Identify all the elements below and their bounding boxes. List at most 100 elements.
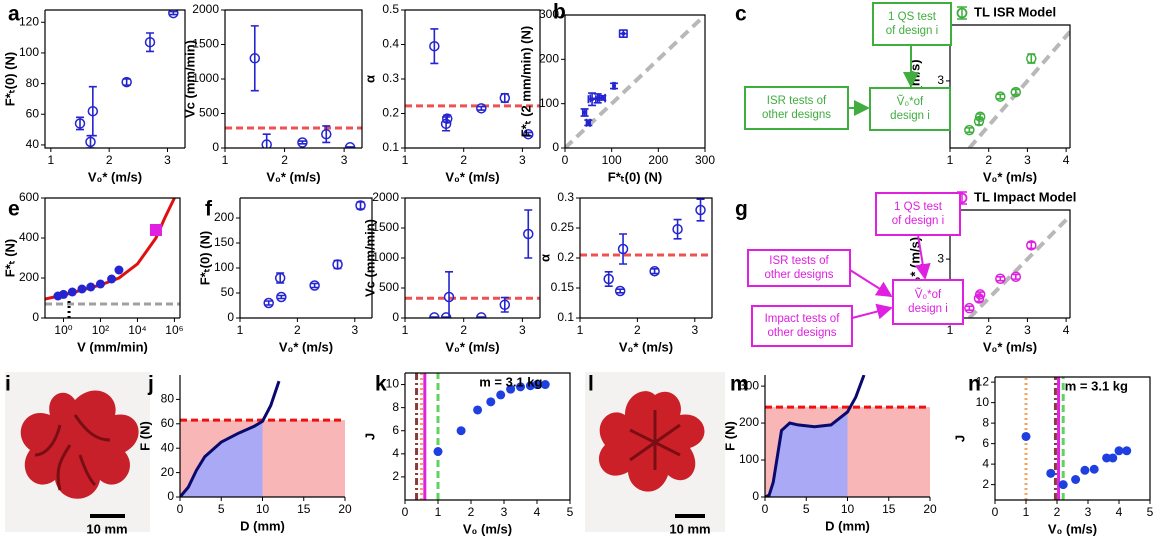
diagram-arrow	[849, 269, 893, 298]
axis-line	[405, 372, 571, 500]
data-point	[107, 274, 117, 284]
data-point	[964, 124, 975, 136]
y-tick-label: 500	[379, 280, 399, 294]
y-tick-label: 0.2	[557, 250, 574, 264]
diagram-box	[892, 279, 964, 325]
x-tick-label: 10⁶	[165, 323, 183, 337]
y-tick-label: 8	[392, 400, 399, 414]
y-tick-label: 200	[539, 52, 559, 66]
data-point	[456, 426, 466, 436]
y-tick-label: 4	[392, 446, 399, 460]
x-tick-label: 5	[218, 502, 225, 516]
data-point	[443, 291, 455, 303]
legend-label: TL Impact Model	[974, 189, 1076, 204]
x-tick-label: 10²	[92, 323, 109, 337]
data-point	[612, 83, 616, 88]
plot-area	[565, 15, 705, 148]
y-tick-label: 600	[19, 190, 39, 204]
plot-area	[964, 214, 1070, 318]
plot-area	[1021, 377, 1132, 500]
y-tick-label: 40	[26, 137, 40, 151]
data-point	[532, 380, 542, 390]
x-tick-label: 10⁴	[128, 323, 147, 337]
x-axis-label: V₀* (m/s)	[88, 169, 142, 184]
box-text: Ṽ₀*of	[915, 288, 942, 301]
chart-panel: f 1 2 3 0 50 100 150 200 V₀* (m/s) F*ₜ(0) (N)	[197, 197, 373, 354]
x-tick-label: 3	[1024, 153, 1031, 167]
y-tick-label: 0.1	[557, 310, 574, 324]
data-point	[1114, 446, 1124, 456]
data-point	[121, 76, 132, 88]
annotation: m = 3.1 kg	[479, 374, 542, 389]
data-point	[621, 31, 626, 36]
x-tick-label: 0	[177, 502, 184, 516]
x-tick-label: 0	[762, 502, 769, 516]
error-bar	[122, 78, 131, 86]
chart-panel: a 1 2 3 40 60 80 100 120 V₀* (m/s) F*ₜ(0) (N)	[2, 3, 186, 184]
plot-area	[405, 209, 540, 318]
y-tick-label: 200	[19, 270, 39, 284]
panel-label: m	[730, 373, 749, 396]
x-tick-label: 3	[519, 323, 526, 337]
x-tick-label: 2	[460, 153, 467, 167]
y-tick-label: 500	[199, 106, 219, 120]
fill-area	[180, 421, 263, 497]
y-tick-label: 0.1	[382, 140, 399, 154]
axis-line	[949, 25, 1070, 149]
y-tick-label: 8	[982, 415, 989, 429]
y-tick-label: 300	[539, 7, 559, 21]
y-tick-label: 1000	[372, 250, 399, 264]
plot-area	[225, 25, 362, 148]
panel-label: b	[553, 1, 566, 24]
y-tick-label: 0	[752, 489, 759, 503]
data-line	[765, 375, 866, 497]
x-tick-label: 3	[1085, 505, 1092, 519]
y-tick-label: 0.15	[551, 280, 575, 294]
x-tick-label: 2	[106, 153, 113, 167]
data-point	[523, 128, 534, 140]
data-point	[995, 91, 1006, 102]
x-tick-label: 3	[501, 505, 508, 519]
fill-area	[765, 411, 848, 497]
error-bar	[996, 275, 1005, 282]
x-axis-label: V₀* (m/s)	[619, 339, 673, 354]
axis-line	[405, 9, 541, 148]
data-point	[261, 139, 272, 148]
data-point	[523, 228, 534, 240]
error-bar	[1011, 273, 1020, 280]
data-point	[600, 95, 605, 100]
diagram-box	[751, 305, 853, 347]
axis-line	[404, 373, 570, 501]
data-point	[1058, 480, 1068, 490]
y-tick-label: 12	[976, 374, 990, 388]
data-point	[67, 287, 77, 297]
data-point	[1021, 431, 1031, 441]
panel-label: k	[375, 373, 387, 396]
box-text: design i	[908, 303, 948, 315]
data-point	[442, 113, 453, 124]
data-point	[87, 105, 99, 117]
x-tick-label: 3	[351, 323, 358, 337]
y-tick-label: 3	[937, 251, 944, 265]
data-point	[974, 111, 986, 122]
y-tick-label: 0.3	[382, 71, 399, 85]
error-bar	[1011, 88, 1020, 96]
data-point	[1108, 453, 1118, 463]
y-axis-label: α	[537, 254, 552, 262]
y-tick-label: 2	[392, 469, 399, 483]
x-axis-label: V₀ (m/s)	[463, 521, 512, 536]
panel-label: g	[735, 198, 748, 221]
box-text: other designs	[762, 109, 831, 121]
y-tick-label: 6	[982, 436, 989, 450]
axis-line	[225, 9, 363, 148]
data-point	[114, 265, 124, 275]
data-point	[1071, 475, 1081, 484]
panel-label: i	[5, 373, 11, 396]
y-axis-label: J	[952, 435, 967, 442]
x-tick-label: 10	[256, 502, 270, 516]
plot-area	[263, 200, 366, 309]
x-tick-label: 5	[567, 505, 574, 519]
